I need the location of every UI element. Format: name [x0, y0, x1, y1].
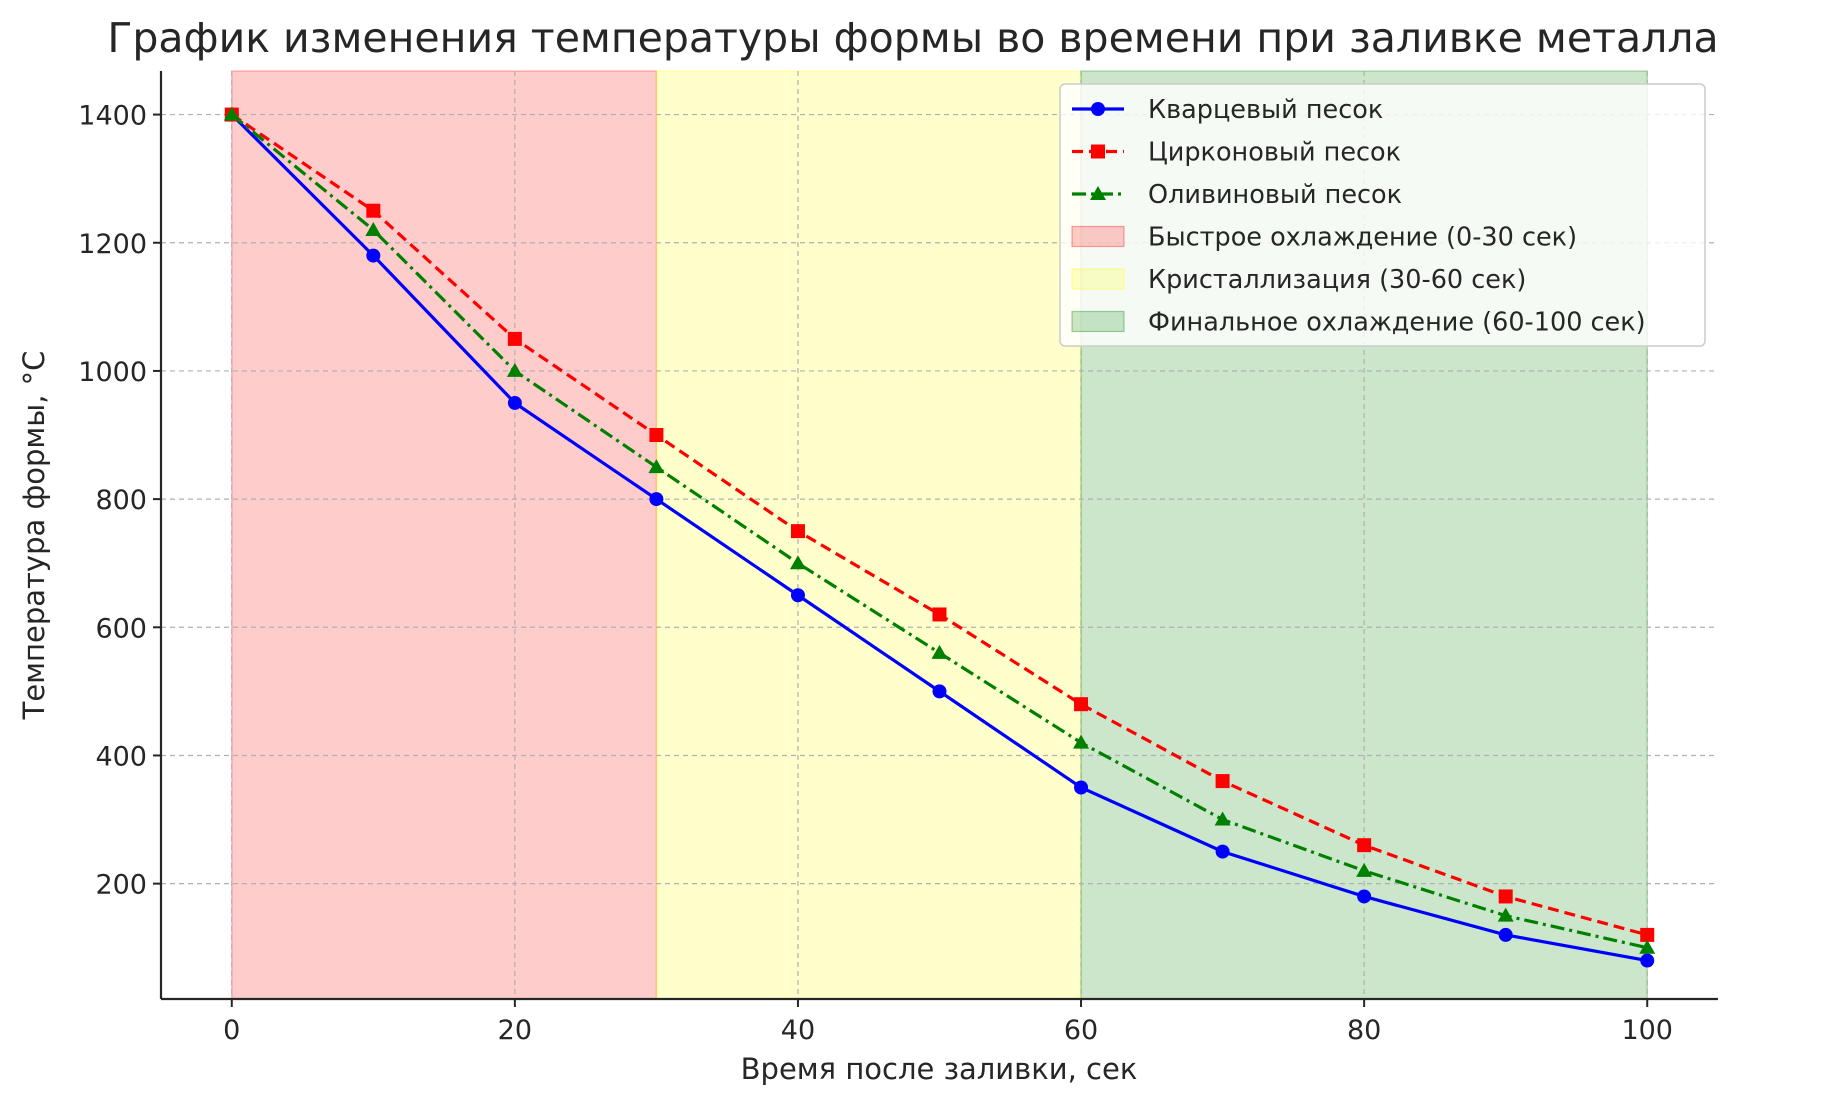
x-tick-label-2: 40: [781, 1015, 815, 1046]
series-1-point-9: [1498, 889, 1513, 904]
x-tick-label-4: 80: [1347, 1015, 1381, 1046]
series-1-point-8: [1357, 838, 1372, 853]
axes: [159, 71, 1718, 1001]
legend-region-label-1: Кристаллизация (30-60 сек): [1148, 265, 1526, 295]
y-tick-label-4: 1000: [78, 357, 147, 388]
legend-region-swatch-1: [1071, 268, 1125, 290]
series-group: [223, 106, 1656, 968]
x-tick-label-5: 100: [1621, 1015, 1673, 1046]
legend-label-2: Оливиновый песок: [1148, 180, 1402, 210]
series-0-point-1: [366, 248, 381, 263]
series-0-point-6: [1074, 780, 1089, 795]
legend-marker-1: [1091, 144, 1105, 159]
x-tick-label-3: 60: [1064, 1015, 1098, 1046]
x-ticks: 0 20 40 60 80 100: [223, 999, 1673, 1046]
series-2-point-6: [1073, 734, 1090, 749]
series-2-point-10: [1639, 939, 1656, 954]
y-tick-label-6: 1400: [78, 101, 147, 132]
y-tick-label-3: 800: [95, 485, 147, 516]
series-1-point-5: [932, 607, 947, 622]
series-0-point-3: [649, 492, 664, 507]
y-tick-label-5: 1200: [78, 229, 147, 260]
series-2-point-2: [506, 362, 523, 377]
series-0-point-4: [790, 588, 805, 603]
series-1-point-4: [790, 524, 805, 539]
series-2-point-1: [365, 221, 382, 236]
y-tick-label-1: 400: [95, 741, 147, 772]
legend-region-label-0: Быстрое охлаждение (0-30 сек): [1148, 223, 1577, 253]
region-0: [231, 70, 658, 1000]
legend: Кварцевый песок Цирконовый песок Оливиновы…: [1059, 83, 1706, 347]
y-tick-label-2: 600: [95, 613, 147, 644]
series-0-point-10: [1640, 953, 1655, 968]
series-1-point-3: [649, 428, 664, 443]
chart-title: График изменения температуры формы во вр…: [107, 14, 1718, 62]
series-0-point-8: [1357, 889, 1372, 904]
series-2-point-9: [1497, 907, 1514, 922]
legend-region-label-2: Финальное охлаждение (60-100 сек): [1148, 308, 1646, 338]
series-1-point-7: [1215, 774, 1230, 789]
legend-marker-0: [1091, 102, 1105, 116]
series-0-point-5: [932, 684, 947, 699]
series-0-point-7: [1215, 844, 1230, 859]
legend-box: [1059, 83, 1706, 347]
series-1-point-1: [366, 203, 381, 218]
x-tick-label-0: 0: [223, 1015, 240, 1046]
series-1-point-2: [507, 331, 522, 346]
legend-label-1: Цирконовый песок: [1148, 138, 1401, 168]
series-0-point-9: [1498, 927, 1513, 942]
series-2-point-5: [931, 644, 948, 659]
series-2-point-7: [1214, 811, 1231, 826]
y-axis-label: Температура формы, °C: [17, 351, 51, 721]
series-1-point-10: [1640, 927, 1655, 942]
legend-marker-2: [1090, 186, 1106, 200]
series-1-point-6: [1074, 697, 1089, 712]
y-ticks: 200 400 600 800 1000 1200 1400: [78, 101, 161, 901]
series-2-point-8: [1356, 862, 1373, 877]
x-tick-label-1: 20: [498, 1015, 532, 1046]
y-tick-label-0: 200: [95, 870, 147, 901]
legend-region-swatch-0: [1071, 225, 1125, 248]
series-2-point-3: [648, 459, 665, 474]
series-2-point-4: [789, 555, 806, 570]
legend-region-swatch-2: [1071, 310, 1125, 333]
series-0-point-2: [507, 395, 522, 410]
series-2-point-0: [223, 106, 240, 121]
legend-label-0: Кварцевый песок: [1148, 95, 1383, 125]
region-1: [655, 70, 1082, 1000]
x-axis-label: Время после заливки, сек: [741, 1052, 1138, 1086]
